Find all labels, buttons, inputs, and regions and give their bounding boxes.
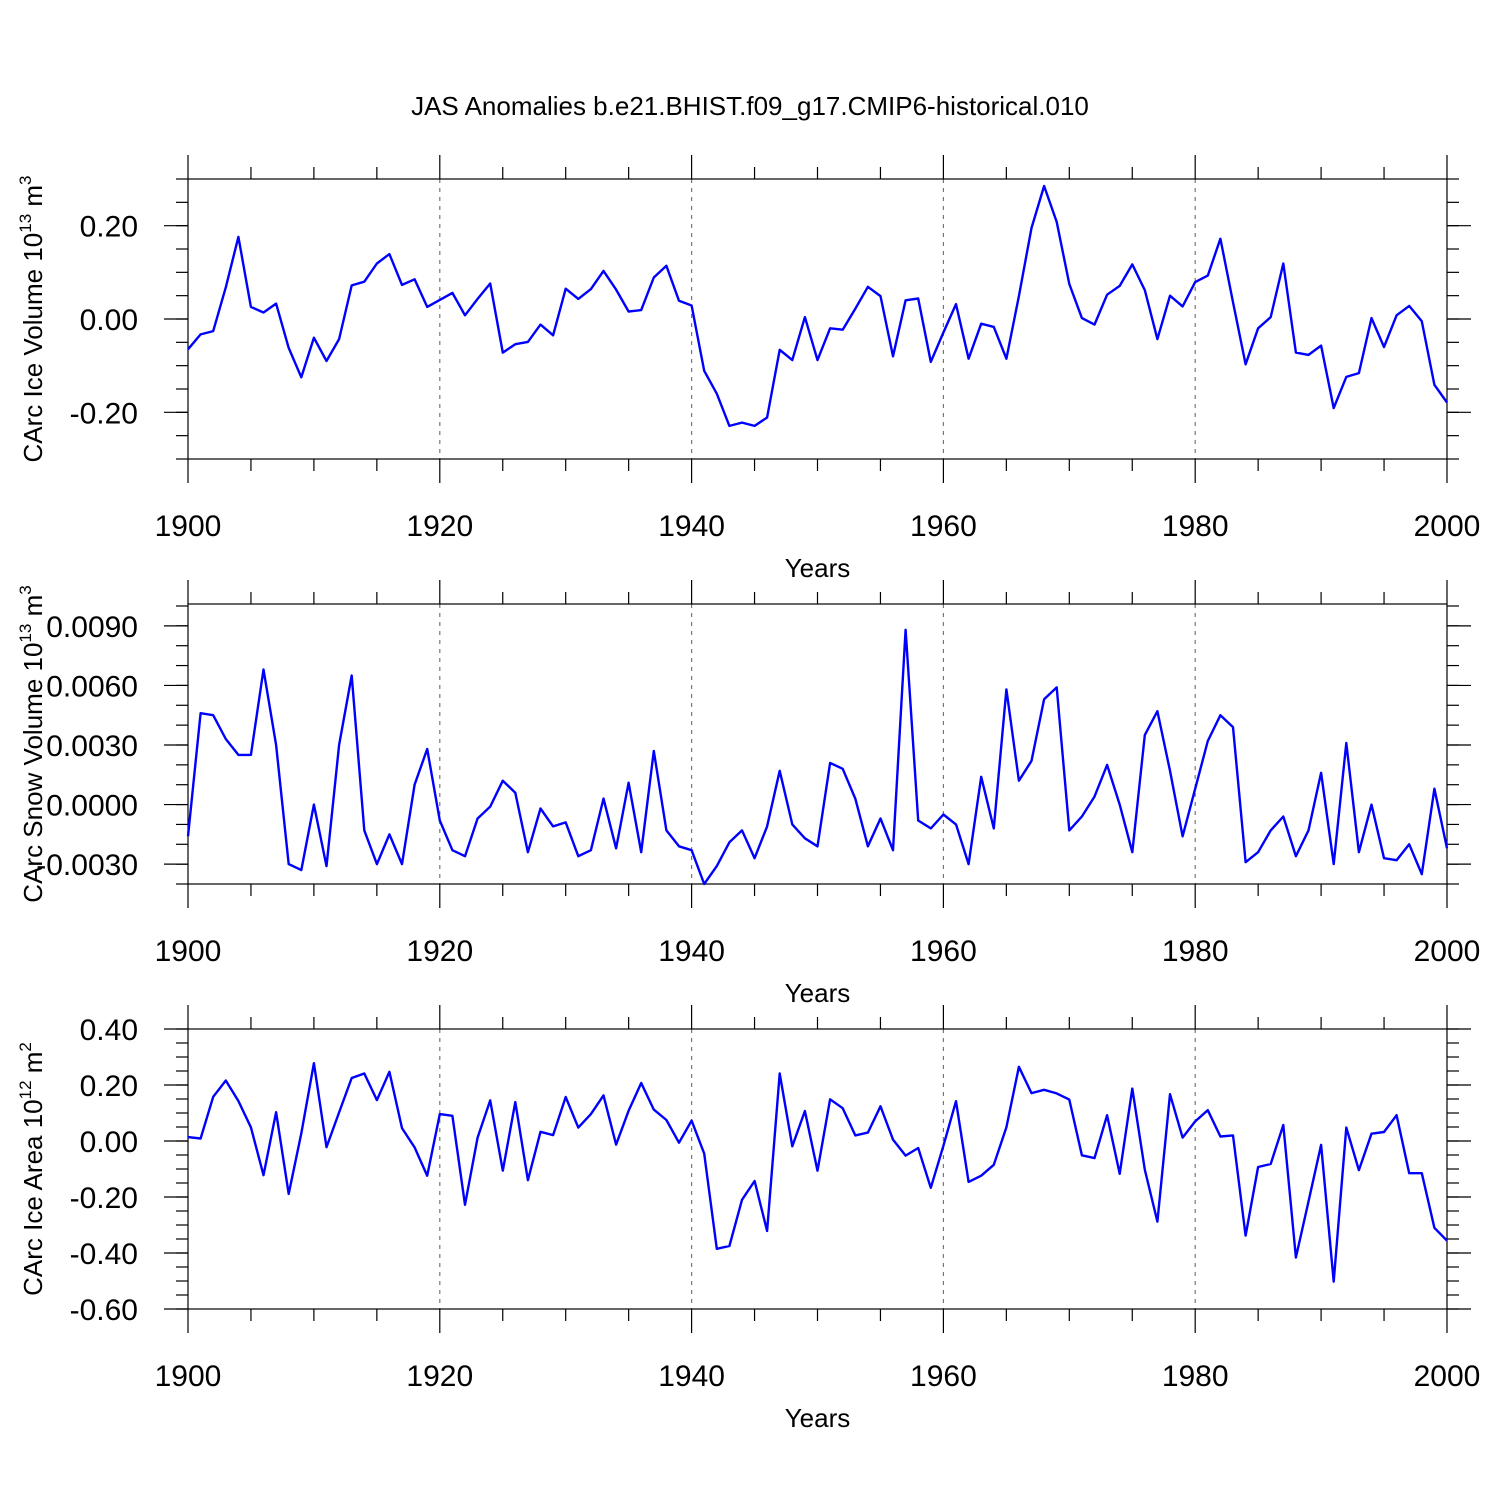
x-axis-title: Years — [785, 553, 851, 583]
y-tick-label: -0.60 — [70, 1294, 138, 1327]
ice-area-series-line — [187, 1061, 1448, 1283]
y-axis-title-superscript: 13 — [16, 214, 35, 233]
y-tick-label: 0.40 — [80, 1014, 138, 1047]
y-tick-label: 0.00 — [80, 1126, 138, 1159]
y-tick-label: -0.20 — [70, 1182, 138, 1215]
y-tick-label: -0.0030 — [36, 849, 138, 882]
y-axis-title-part: m — [18, 185, 48, 214]
x-tick-label: 1920 — [406, 510, 473, 543]
x-tick-label: 2000 — [1414, 510, 1481, 543]
x-tick-label: 1920 — [406, 1360, 473, 1393]
y-tick-label: 0.0030 — [46, 730, 138, 763]
x-axis-title: Years — [785, 978, 851, 1008]
y-tick-label: 0.20 — [80, 211, 138, 244]
x-tick-label: 1920 — [406, 935, 473, 968]
x-tick-label: 1900 — [155, 1360, 222, 1393]
y-axis-title-superscript: 13 — [16, 624, 35, 643]
x-tick-label: 1900 — [155, 935, 222, 968]
ice-area-panel: -0.60 -0.40 -0.20 0.00 0.20 0.40 1900 1920 1940 1… — [16, 1005, 1480, 1433]
y-axis-title-part: CArc Ice Volume 10 — [18, 233, 48, 463]
y-tick-label: 0.0060 — [46, 670, 138, 703]
x-tick-label: 1960 — [910, 1360, 977, 1393]
panels: -0.20 0.00 0.20 1900 1920 1940 1960 1980 2000 Yea… — [16, 155, 1480, 1433]
y-tick-label: -0.40 — [70, 1238, 138, 1271]
x-tick-label: 1900 — [155, 510, 222, 543]
snow-volume-series-line — [186, 628, 1449, 886]
y-axis-title: CArc Snow Volume 1013 m3 — [16, 585, 48, 902]
y-axis-title: CArc Ice Volume 1013 m3 — [16, 175, 48, 462]
chart-title: JAS Anomalies b.e21.BHIST.f09_g17.CMIP6-… — [411, 91, 1089, 121]
y-axis-title-part: CArc Snow Volume 10 — [18, 643, 48, 903]
x-axis-title: Years — [785, 1403, 851, 1433]
x-tick-label: 2000 — [1414, 935, 1481, 968]
x-tick-label: 1980 — [1162, 510, 1229, 543]
y-tick-label: 0.0000 — [46, 790, 138, 823]
y-axis-title-part: CArc Ice Area 10 — [18, 1099, 48, 1296]
x-tick-label: 1980 — [1162, 1360, 1229, 1393]
ice-volume-panel: -0.20 0.00 0.20 1900 1920 1940 1960 1980 2000 Yea… — [16, 155, 1480, 583]
y-axis-title-superscript: 12 — [16, 1080, 35, 1099]
x-tick-label: 2000 — [1414, 1360, 1481, 1393]
y-tick-label: -0.20 — [70, 397, 138, 430]
x-tick-label: 1960 — [910, 510, 977, 543]
y-axis-title: CArc Ice Area 1012 m2 — [16, 1042, 48, 1296]
x-tick-label: 1980 — [1162, 935, 1229, 968]
snow-volume-panel: -0.0030 0.0000 0.0030 0.0060 0.0090 1900 1920 1… — [16, 580, 1480, 1008]
y-axis-title-superscript: 3 — [16, 175, 35, 184]
y-axis-title-part: m — [18, 1052, 48, 1081]
x-tick-label: 1940 — [658, 1360, 725, 1393]
y-tick-label: 0.0090 — [46, 611, 138, 644]
y-tick-label: 0.00 — [80, 304, 138, 337]
y-tick-label: 0.20 — [80, 1070, 138, 1103]
plot-frame — [187, 178, 1448, 460]
x-tick-label: 1960 — [910, 935, 977, 968]
x-tick-label: 1940 — [658, 510, 725, 543]
ice-volume-series-line — [187, 184, 1448, 428]
x-tick-label: 1940 — [658, 935, 725, 968]
y-axis-title-part: m — [18, 595, 48, 624]
y-axis-title-superscript: 3 — [16, 585, 35, 594]
y-axis-title-superscript: 2 — [16, 1042, 35, 1051]
